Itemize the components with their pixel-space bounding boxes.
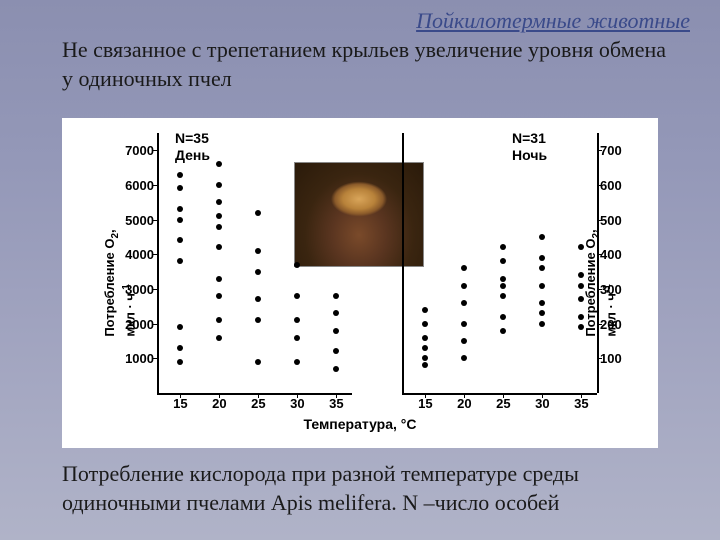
y-tick-right-label: 100 [600,351,630,366]
y-tick-left-label: 2000 [120,317,154,332]
y-tick-left-label: 4000 [120,247,154,262]
data-point [461,283,467,289]
x-tick-label: 15 [170,396,190,411]
x-tick-label: 35 [326,396,346,411]
data-point [422,335,428,341]
data-point [216,335,222,341]
x-tick-label: 20 [454,396,474,411]
x-axis-label: Температура, °C [303,416,416,432]
panel-right-label: N=31Ночь [512,130,547,164]
data-point [500,283,506,289]
x-tick-label: 30 [532,396,552,411]
chart-caption: Потребление кислорода при разной темпера… [62,460,680,517]
y-tick-left-label: 1000 [120,351,154,366]
slide-title: Не связанное с трепетанием крыльев увели… [62,36,680,93]
y-tick-right-label: 500 [600,213,630,228]
x-tick-label: 25 [248,396,268,411]
y-tick-right-label: 600 [600,178,630,193]
y-tick-left-label: 5000 [120,213,154,228]
panel-left-label: N=35День [175,130,210,164]
bee-photo [294,162,424,267]
data-point [578,283,584,289]
chart-container: Потребление O2,мкл · ч-1 Потребление O2,… [62,118,658,448]
y-tick-right-label: 200 [600,317,630,332]
y-tick-left-label: 7000 [120,143,154,158]
y-tick-right-label: 300 [600,282,630,297]
header-link[interactable]: Пойкилотермные животные [416,8,690,34]
y-tick-right-label: 700 [600,143,630,158]
x-tick-label: 30 [287,396,307,411]
data-point [539,283,545,289]
x-tick-label: 15 [415,396,435,411]
x-tick-label: 20 [209,396,229,411]
x-tick-label: 25 [493,396,513,411]
data-point [294,335,300,341]
y-tick-right-label: 400 [600,247,630,262]
y-tick-left-label: 6000 [120,178,154,193]
x-tick-label: 35 [571,396,591,411]
y-tick-left-label: 3000 [120,282,154,297]
